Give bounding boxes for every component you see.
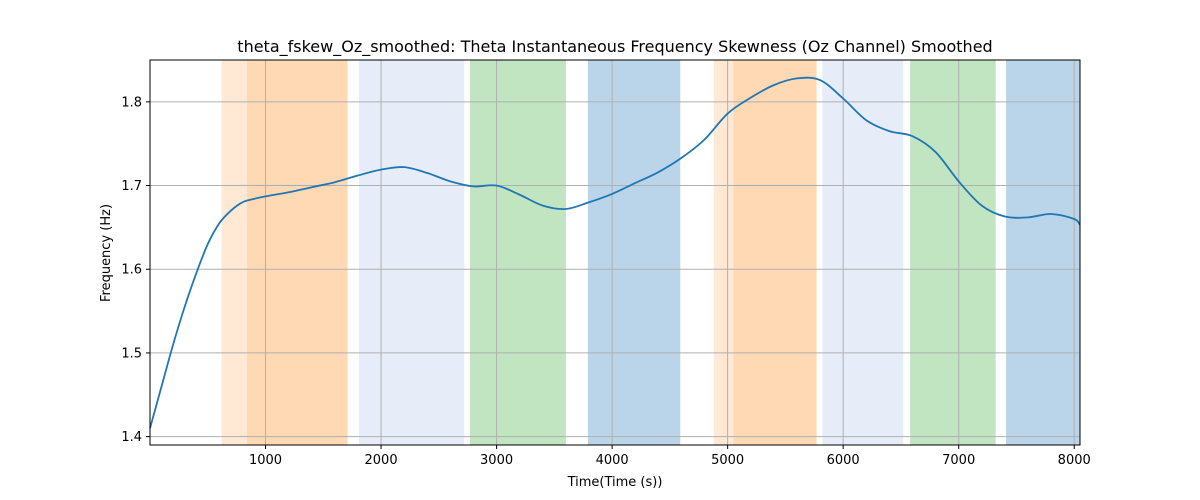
axis-ticks: 1000 2000 3000 4000 5000 6000 7000 8000 1.4 1.5 1.… [121,95,1090,468]
y-tick-label-3: 1.7 [121,179,142,194]
plot-frame [149,59,1081,446]
shaded-bands [221,60,1080,445]
band-0 [221,60,248,445]
band-1 [247,60,348,445]
band-4 [587,60,681,445]
band-2 [359,60,465,445]
chart-title: theta_fskew_Oz_smoothed: Theta Instantan… [237,37,992,57]
x-tick-label-4: 5000 [711,453,744,468]
y-tick-label-0: 1.4 [121,430,142,445]
band-6 [733,60,817,445]
y-axis-label: Frequency (Hz) [99,204,114,302]
y-tick-label-4: 1.8 [121,95,142,110]
x-tick-label-3: 4000 [596,453,629,468]
band-3 [470,60,566,445]
band-7 [822,60,904,445]
band-8 [910,60,996,445]
band-9 [1006,60,1080,445]
y-tick-label-2: 1.6 [121,263,142,278]
x-tick-label-6: 7000 [942,453,975,468]
x-tick-label-0: 1000 [249,453,282,468]
series-layer [149,76,1081,429]
band-5 [713,60,734,445]
series-line [149,76,1081,429]
y-tick-label-1: 1.5 [121,346,142,361]
grid [150,60,1080,445]
x-axis-label: Time(Time (s)) [567,475,663,490]
x-tick-label-2: 3000 [480,453,513,468]
x-tick-label-7: 8000 [1058,453,1091,468]
x-tick-label-1: 2000 [365,453,398,468]
x-tick-label-5: 6000 [827,453,860,468]
